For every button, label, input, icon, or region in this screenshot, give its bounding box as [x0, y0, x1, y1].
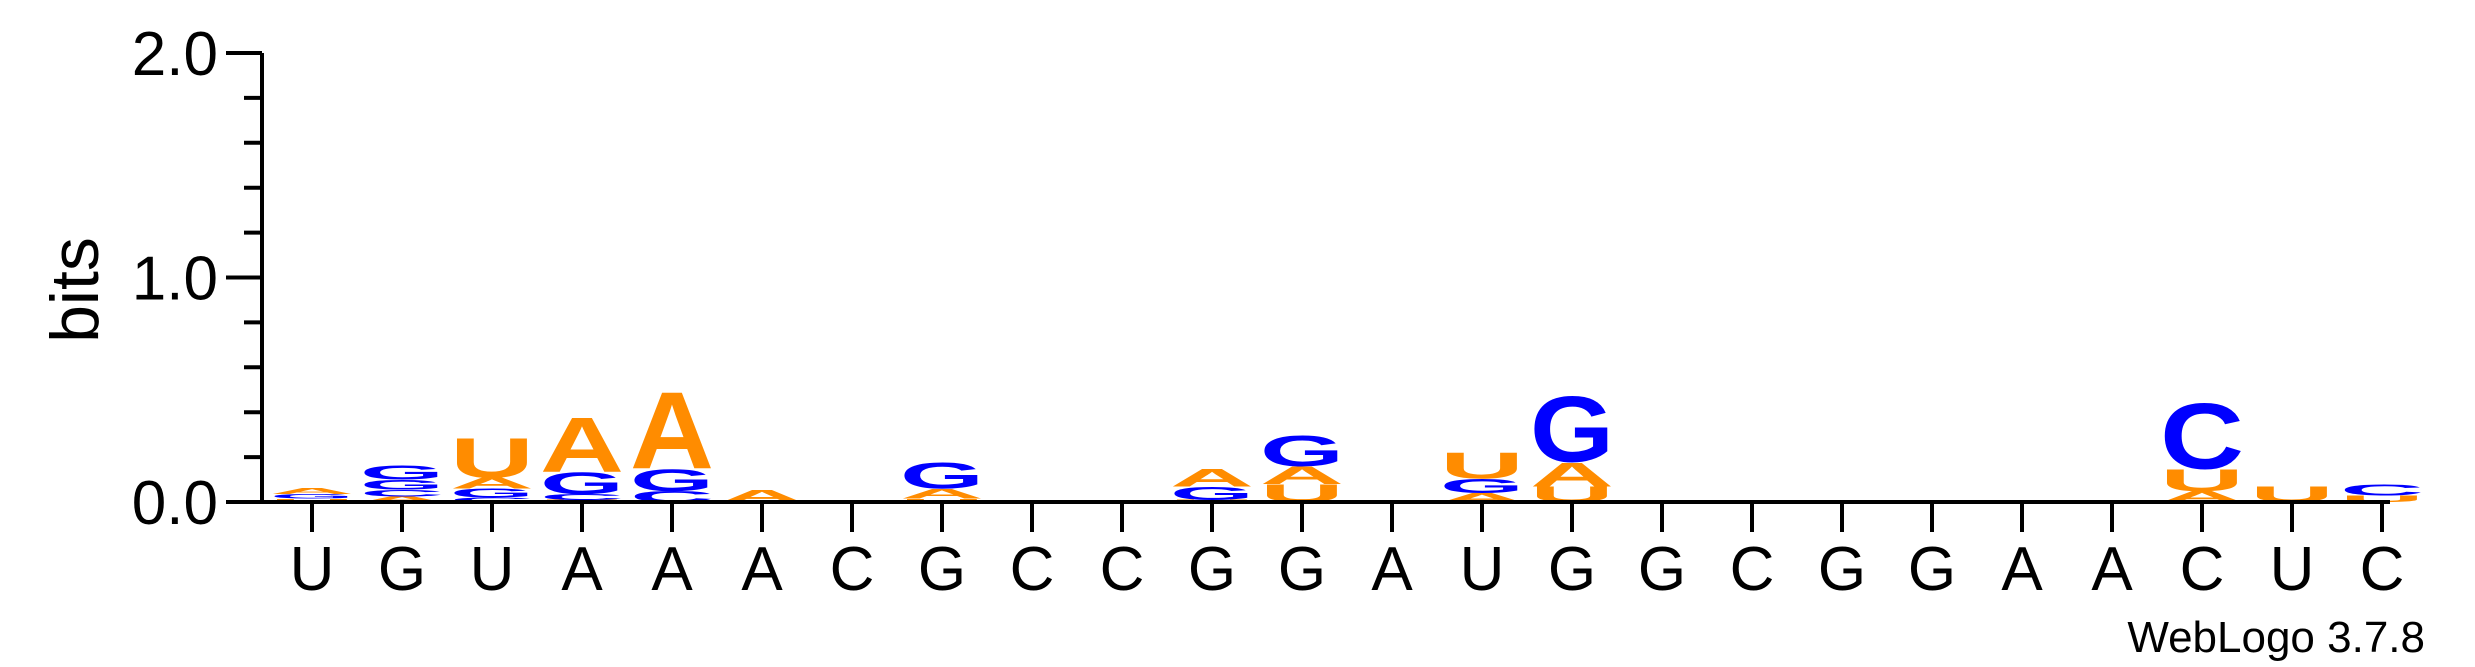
y-tick-label: 1.0 [132, 245, 218, 314]
logo-letter-G: G [900, 455, 984, 497]
logo-letter-A: A [450, 474, 534, 491]
logo-letter-G: G [360, 462, 444, 484]
weblogo-credit: WebLogo 3.7.8 [2127, 613, 2425, 662]
y-axis-ticks: 0.0 1.0 2.0 [132, 20, 262, 538]
logo-letter-G: G [1530, 378, 1614, 482]
y-axis-label: bits [37, 237, 113, 343]
x-tick-label: U [2270, 535, 2315, 604]
logo-letter-G: G [540, 466, 624, 501]
x-tick-label: G [1818, 535, 1866, 604]
logo-letter-G: G [450, 486, 534, 500]
logo-letter-G: G [630, 463, 714, 498]
logo-letter-A: A [540, 401, 624, 488]
x-tick-label: A [1371, 535, 1413, 604]
logo-letter-C: C [2160, 384, 2244, 489]
x-tick-label: U [470, 535, 515, 604]
x-tick-label: C [830, 535, 875, 604]
logo-letter-G: G [270, 493, 354, 500]
x-tick-label: G [1638, 535, 1686, 604]
x-tick-label: C [1010, 535, 1055, 604]
x-tick-label: G [918, 535, 966, 604]
y-tick-label: 0.0 [132, 469, 218, 538]
logo-letter-C: C [540, 493, 624, 502]
logo-letter-C: C [450, 496, 534, 503]
logo-letter-C: C [360, 488, 444, 498]
x-tick-label: A [741, 535, 783, 604]
logo-letter-G: G [1260, 427, 1344, 476]
x-tick-label: U [290, 535, 335, 604]
x-tick-label: G [1908, 535, 1956, 604]
x-tick-label: A [561, 535, 603, 604]
logo-letter-U: U [2160, 463, 2244, 498]
x-tick-label: A [2091, 535, 2133, 604]
logo-letter-A: A [1260, 462, 1344, 490]
logo-letter-U: U [450, 427, 534, 490]
x-tick-label: U [1460, 535, 1505, 604]
x-tick-label: A [2001, 535, 2043, 604]
logo-letter-A: A [900, 486, 984, 502]
x-tick-label: G [1548, 535, 1596, 604]
logo-letter-A: A [270, 487, 354, 496]
y-tick-label: 2.0 [132, 20, 218, 89]
x-tick-label: G [1188, 535, 1236, 604]
logo-letter-A: A [1170, 464, 1254, 492]
logo-letter-U: U [2340, 494, 2424, 504]
logo-letter-U: U [1440, 445, 1524, 487]
logo-letter-G: G [360, 477, 444, 493]
logo-letter-G: G [1170, 483, 1254, 504]
logo-letter-G: G [1440, 475, 1524, 497]
x-tick-label: C [2360, 535, 2405, 604]
x-tick-label: G [1278, 535, 1326, 604]
logo-letter-A: A [360, 495, 444, 504]
logo-letter-A: A [1530, 455, 1614, 493]
x-tick-label: C [2180, 535, 2225, 604]
x-tick-label: A [651, 535, 693, 604]
logo-letter-A: A [630, 370, 714, 492]
x-tick-label: C [1100, 535, 1145, 604]
logo-letter-C: C [2340, 481, 2424, 498]
x-tick-label: G [378, 535, 426, 604]
x-tick-label: C [1730, 535, 1775, 604]
